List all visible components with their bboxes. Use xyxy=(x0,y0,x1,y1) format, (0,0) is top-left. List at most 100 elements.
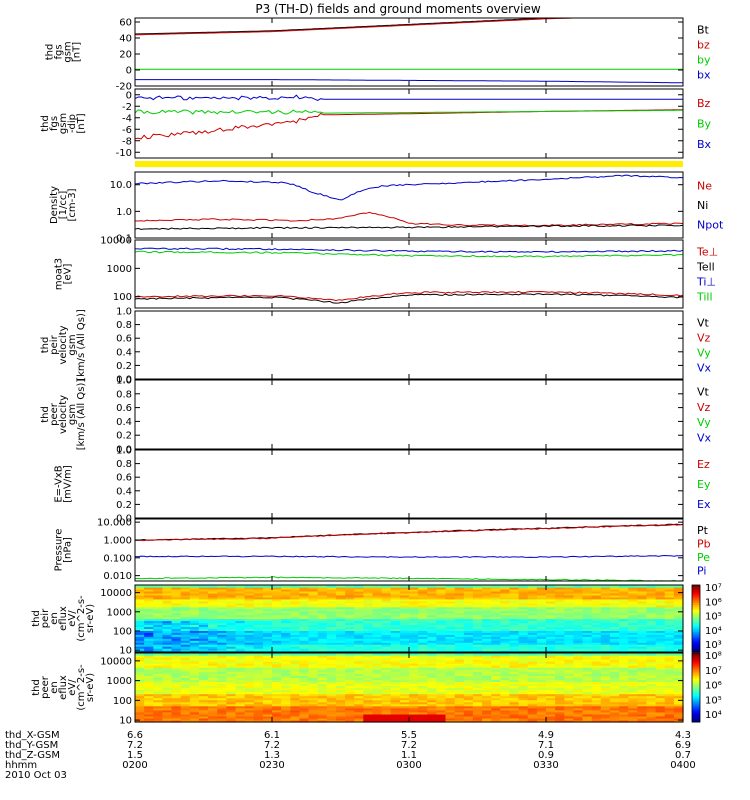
spectrogram-cell xyxy=(546,720,556,723)
spectrogram-cell xyxy=(527,671,538,674)
spectrogram-cell xyxy=(345,655,355,658)
spectrogram-cell xyxy=(308,610,319,614)
spectrogram-cell xyxy=(436,671,447,674)
spectrogram-cell xyxy=(217,701,227,705)
spectrogram-cell xyxy=(354,701,364,705)
spectrogram-cell xyxy=(180,642,191,645)
spectrogram-cell xyxy=(564,650,574,653)
spectrogram-cell xyxy=(582,602,593,606)
spectrogram-cell xyxy=(326,650,337,653)
spectrogram-cell xyxy=(253,709,264,713)
spectrogram-cell xyxy=(171,695,182,699)
spectrogram-cell xyxy=(162,675,173,678)
spectrogram-cell xyxy=(208,659,218,662)
spectrogram-cell xyxy=(409,685,419,689)
spectrogram-cell xyxy=(326,675,337,678)
spectrogram-cell xyxy=(436,685,447,689)
spectrogram-cell xyxy=(272,630,282,633)
y-axis-label-line: Pressure xyxy=(54,529,65,572)
y-tick-label: 0.8 xyxy=(116,389,132,400)
spectrogram-cell xyxy=(153,618,163,622)
spectrogram-cell xyxy=(409,624,419,627)
legend-entry: Pb xyxy=(697,537,711,550)
spectrogram-cell xyxy=(628,606,638,610)
spectrogram-cell xyxy=(244,703,255,707)
spectrogram-cell xyxy=(591,697,602,701)
spectrogram-cell xyxy=(390,636,401,639)
spectrogram-cell xyxy=(335,614,346,618)
spectrogram-cell xyxy=(609,679,620,682)
spectrogram-cell xyxy=(664,640,675,643)
spectrogram-cell xyxy=(409,713,419,717)
spectrogram-cell xyxy=(509,717,520,721)
spectrogram-cell xyxy=(399,588,410,592)
spectrogram-cell xyxy=(308,606,319,610)
spectrogram-cell xyxy=(673,642,684,645)
spectrogram-cell xyxy=(253,677,264,680)
y-tick-label: 0.4 xyxy=(116,417,132,428)
spectrogram-cell xyxy=(573,715,584,719)
spectrogram-cell xyxy=(208,703,218,707)
spectrogram-cell xyxy=(381,630,392,633)
colorbar-step xyxy=(692,705,700,709)
spectrogram-cell xyxy=(546,614,556,618)
spectrogram-cell xyxy=(399,705,410,709)
spectrogram-cell xyxy=(454,616,465,620)
spectrogram-cell xyxy=(646,600,657,604)
spectrogram-cell xyxy=(673,606,684,610)
spectrogram-cell xyxy=(208,671,218,674)
spectrogram-cell xyxy=(317,618,328,622)
spectrogram-cell xyxy=(664,620,675,624)
spectrogram-cell xyxy=(518,594,529,598)
spectrogram-cell xyxy=(381,618,392,622)
spectrogram-cell xyxy=(326,663,337,666)
spectrogram-cell xyxy=(591,640,602,643)
spectrogram-cell xyxy=(198,659,209,662)
spectrogram-cell xyxy=(628,709,638,713)
spectrogram-cell xyxy=(253,640,264,643)
spectrogram-cell xyxy=(308,715,319,719)
spectrogram-cell xyxy=(491,594,501,598)
spectrogram-cell xyxy=(582,653,593,656)
spectrogram-cell xyxy=(655,703,666,707)
spectrogram-cell xyxy=(445,709,456,713)
spectrogram-cell xyxy=(673,705,684,709)
spectrogram-cell xyxy=(418,606,428,610)
spectrogram-cell xyxy=(235,642,246,645)
spectrogram-cell xyxy=(536,624,547,627)
spectrogram-cell xyxy=(308,608,319,612)
spectrogram-cell xyxy=(290,675,300,678)
spectrogram-cell xyxy=(171,648,182,651)
spectrogram-cell xyxy=(409,663,419,666)
spectrogram-cell xyxy=(198,661,209,664)
spectrogram-cell xyxy=(144,699,154,703)
spectrogram-cell xyxy=(564,679,574,682)
spectrogram-cell xyxy=(372,626,383,629)
spectrogram-cell xyxy=(326,703,337,707)
spectrogram-cell xyxy=(600,673,611,676)
spectrogram-cell xyxy=(317,673,328,676)
spectrogram-cell xyxy=(609,673,620,676)
spectrogram-cell xyxy=(390,701,401,705)
spectrogram-cell xyxy=(299,628,310,631)
spectrogram-cell xyxy=(463,587,474,590)
spectrogram-cell xyxy=(198,679,209,682)
spectrogram-cell xyxy=(609,598,620,602)
spectrogram-cell xyxy=(135,657,145,660)
spectrogram-cell xyxy=(582,655,593,658)
spectrogram-cell xyxy=(454,610,465,614)
spectrogram-cell xyxy=(335,648,346,651)
spectrogram-cell xyxy=(445,618,456,622)
spectrogram-cell xyxy=(390,699,401,703)
spectrogram-cell xyxy=(290,667,300,670)
spectrogram-cell xyxy=(354,588,364,592)
spectrogram-cell xyxy=(518,626,529,629)
spectrogram-cell xyxy=(381,715,392,719)
spectrogram-cell xyxy=(235,675,246,678)
spectrogram-cell xyxy=(664,677,675,680)
spectrogram-cell xyxy=(600,695,611,699)
spectrogram-cell xyxy=(262,624,273,627)
spectrogram-cell xyxy=(326,667,337,670)
spectrogram-cell xyxy=(436,600,447,604)
spectrogram-cell xyxy=(299,596,310,600)
